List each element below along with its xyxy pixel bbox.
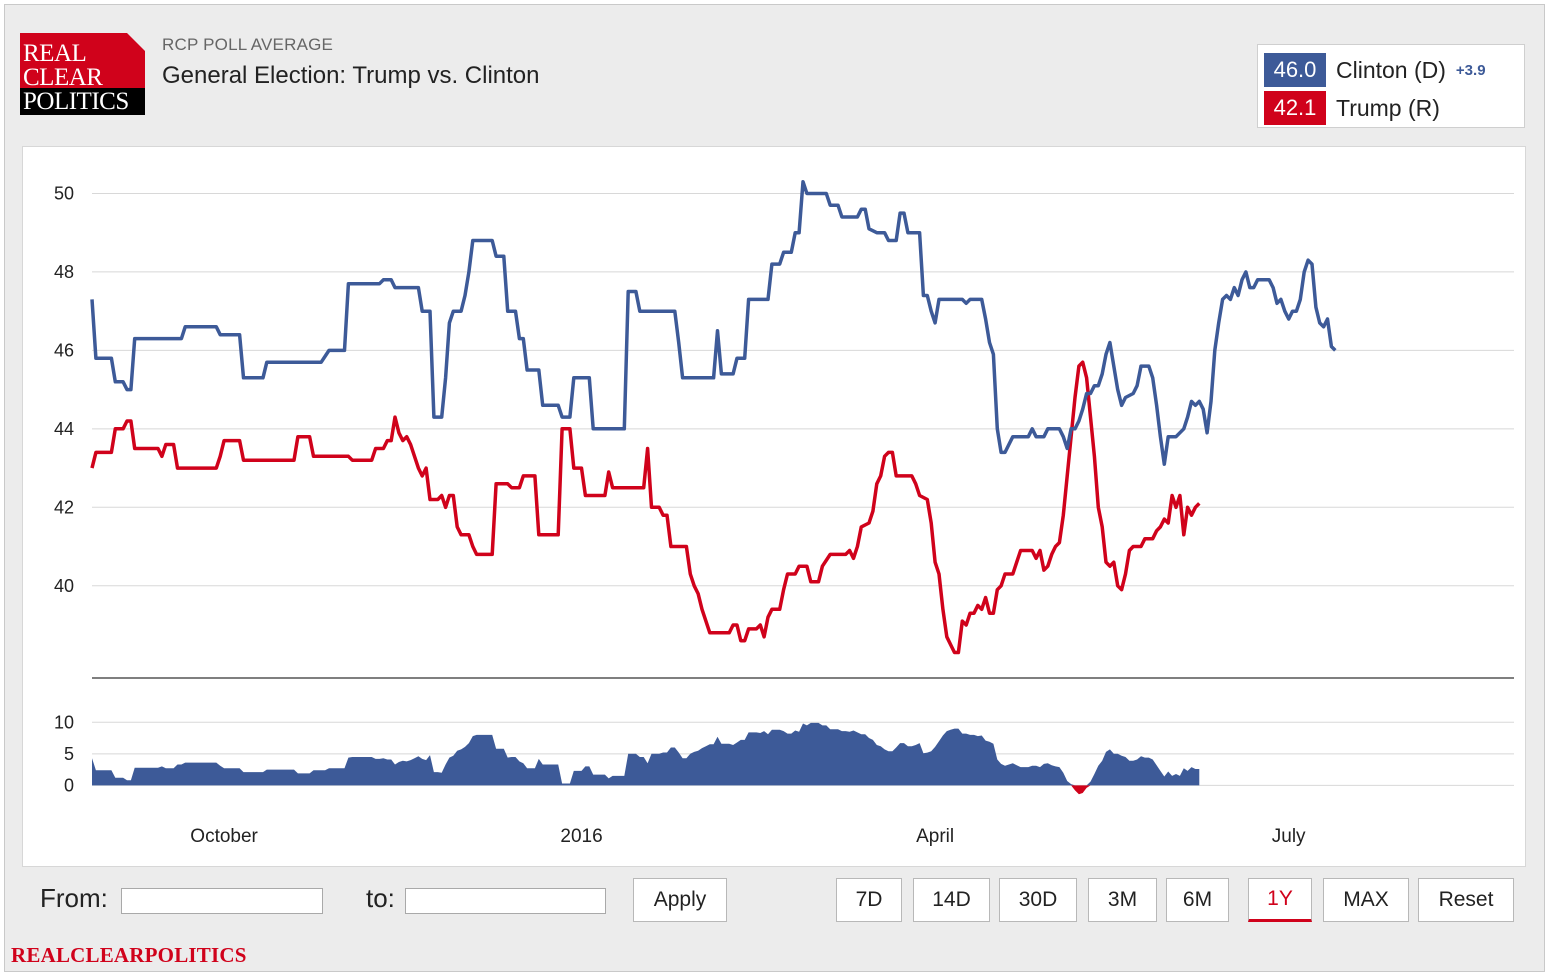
x-tick-label: April [916, 826, 954, 847]
legend-box: 46.0 Clinton (D) +3.9 42.1 Trump (R) [1257, 44, 1525, 128]
poll-average-subtitle: RCP POLL AVERAGE [162, 35, 334, 54]
spread-label: +3.9 [1455, 61, 1486, 79]
from-label: From: [40, 883, 108, 913]
trump-label: Trump (R) [1336, 94, 1440, 121]
logo-word-2: CLEAR [23, 64, 103, 91]
range-button-14d[interactable]: 14D [913, 878, 990, 922]
spread-area-trump [92, 785, 1200, 795]
rcp-logo: REAL CLEAR POLITICS [20, 33, 145, 115]
x-tick-label: July [1272, 826, 1306, 847]
poll-chart: 40 42 44 46 48 50 0 5 10 October 2016 April July [54, 179, 1514, 847]
date-controls: From: to: Apply 7D 14D 30D 3M 6M 1Y MAX Reset [22, 867, 1526, 933]
spread-tick-label: 10 [54, 712, 74, 732]
y-tick-label: 50 [54, 183, 74, 203]
logo-word-1: REAL [23, 40, 87, 67]
range-button-1y[interactable]: 1Y [1248, 878, 1312, 922]
range-button-max[interactable]: MAX [1323, 878, 1409, 922]
x-tick-label: 2016 [560, 826, 602, 847]
y-tick-label: 40 [54, 576, 74, 596]
y-tick-label: 46 [54, 340, 74, 360]
spread-tick-label: 0 [64, 775, 74, 795]
y-tick-label: 44 [54, 419, 74, 439]
clinton-label: Clinton (D) [1336, 56, 1446, 83]
range-button-3m[interactable]: 3M [1088, 878, 1157, 922]
apply-button[interactable]: Apply [633, 878, 727, 922]
range-button-reset[interactable]: Reset [1418, 878, 1514, 922]
to-label: to: [366, 883, 395, 913]
series-line-clinton [90, 179, 1337, 466]
logo-corner-fold [127, 33, 145, 51]
footer-brand: REALCLEARPOLITICS [11, 943, 247, 967]
logo-word-3: POLITICS [23, 88, 129, 115]
spread-tick-label: 5 [64, 744, 74, 764]
range-button-30d[interactable]: 30D [999, 878, 1077, 922]
chart-title: General Election: Trump vs. Clinton [162, 62, 540, 89]
from-date-input[interactable] [121, 888, 323, 914]
range-button-6m[interactable]: 6M [1166, 878, 1229, 922]
clinton-value-badge: 46.0 [1264, 53, 1326, 87]
logo-red-block [20, 33, 145, 88]
range-button-7d[interactable]: 7D [836, 878, 902, 922]
x-tick-label: October [190, 826, 258, 847]
legend-row-clinton: 46.0 Clinton (D) +3.9 [1264, 53, 1486, 87]
trump-value-badge: 42.1 [1264, 91, 1326, 125]
series-line-trump [90, 360, 1201, 655]
legend-row-trump: 42.1 Trump (R) [1264, 91, 1440, 125]
to-date-input[interactable] [405, 888, 606, 914]
spread-area-clinton [92, 722, 1200, 786]
y-tick-label: 42 [54, 497, 74, 517]
y-tick-label: 48 [54, 262, 74, 282]
